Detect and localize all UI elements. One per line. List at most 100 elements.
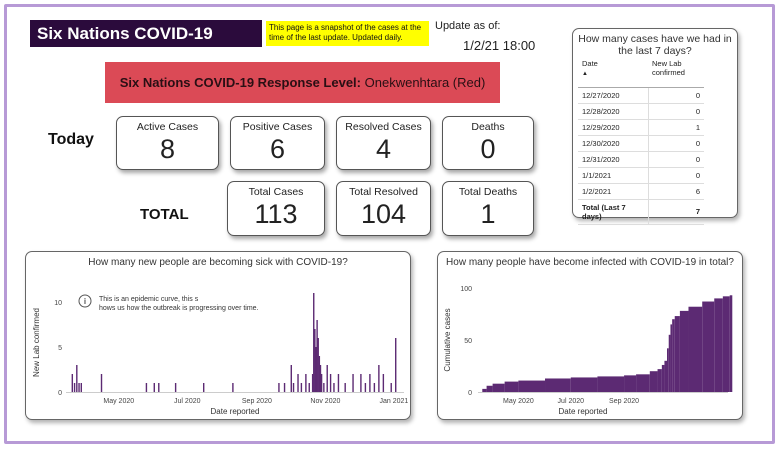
bar bbox=[320, 374, 323, 392]
card-label: Total Resolved bbox=[349, 186, 418, 198]
bar bbox=[714, 298, 723, 392]
x-tick-label: Jul 2020 bbox=[558, 398, 585, 405]
card-label: Positive Cases bbox=[242, 121, 313, 133]
total-label: TOTAL bbox=[140, 206, 189, 223]
bar bbox=[317, 338, 319, 392]
table-row: 12/29/2020 1 bbox=[578, 119, 704, 136]
active-cases-card: Active Cases 8 bbox=[116, 116, 219, 170]
card-value: 8 bbox=[159, 134, 176, 164]
bar bbox=[153, 383, 155, 392]
row-date: 12/28/2020 bbox=[578, 103, 648, 120]
bar bbox=[369, 374, 371, 392]
bar bbox=[100, 374, 103, 392]
row-cases: 0 bbox=[647, 135, 704, 152]
bar bbox=[688, 306, 703, 392]
last-7-days-title: How many cases have we had in the last 7… bbox=[578, 33, 732, 57]
table-row: 1/2/2021 6 bbox=[578, 183, 704, 200]
card-value: 4 bbox=[375, 134, 392, 164]
bar bbox=[352, 374, 354, 392]
dashboard-frame bbox=[4, 4, 775, 444]
x-tick-label: Jul 2020 bbox=[174, 398, 201, 405]
bar bbox=[373, 383, 376, 392]
bar bbox=[305, 374, 307, 392]
bar bbox=[722, 296, 730, 392]
x-tick-label: May 2020 bbox=[503, 398, 534, 405]
y-axis-label: Cumulative cases bbox=[443, 308, 452, 371]
epidemic-curve-chart: 0 5 10 May 2020 Jul 2020 Sep 2020 Nov 2020 Jan … bbox=[32, 293, 408, 416]
bar bbox=[667, 348, 669, 392]
bar bbox=[702, 301, 715, 392]
bar bbox=[73, 383, 76, 392]
row-date: 12/29/2020 bbox=[578, 119, 648, 136]
bar bbox=[174, 383, 177, 392]
bar bbox=[679, 310, 689, 392]
update-label: Update as of: bbox=[435, 20, 501, 32]
bar bbox=[504, 381, 519, 392]
response-level-banner: Six Nations COVID-19 Response Level: One… bbox=[105, 62, 500, 103]
snapshot-note: This page is a snapshot of the cases at … bbox=[266, 21, 429, 46]
bar bbox=[202, 383, 205, 392]
bar bbox=[315, 347, 317, 392]
bar bbox=[76, 365, 78, 392]
y-axis-label: New Lab confirmed bbox=[32, 308, 41, 377]
bar bbox=[300, 383, 303, 392]
x-tick-label: Jan 2021 bbox=[379, 398, 408, 405]
x-axis-label: Date reported bbox=[559, 407, 608, 416]
card-value: 1 bbox=[480, 199, 496, 229]
bar bbox=[319, 365, 322, 392]
y-tick-label: 0 bbox=[58, 390, 62, 397]
last-7-days-table: Date ▲ New Lab confirmed 12/27/2020 0 12/… bbox=[578, 57, 704, 225]
card-label: Total Cases bbox=[248, 186, 304, 198]
cases-column-header[interactable]: New Lab confirmed bbox=[648, 57, 704, 88]
row-cases: 0 bbox=[647, 151, 704, 168]
bar bbox=[649, 371, 658, 392]
bar bbox=[674, 316, 680, 392]
bar bbox=[729, 295, 733, 392]
bar bbox=[232, 383, 234, 392]
row-date: 12/27/2020 bbox=[578, 87, 648, 104]
y-tick-label: 50 bbox=[464, 338, 472, 345]
card-label: Active Cases bbox=[136, 121, 199, 133]
table-row: 12/27/2020 0 bbox=[578, 87, 704, 104]
row-cases: 0 bbox=[647, 167, 704, 184]
row-date: 12/30/2020 bbox=[578, 135, 648, 152]
row-cases: 1 bbox=[647, 119, 704, 136]
bar bbox=[482, 388, 487, 392]
row-date: 1/2/2021 bbox=[578, 183, 648, 200]
bar bbox=[333, 383, 335, 392]
bar bbox=[297, 374, 299, 392]
bar bbox=[518, 380, 546, 392]
epidemic-curve-title: How many new people are becoming sick wi… bbox=[88, 257, 348, 268]
card-value: 113 bbox=[254, 199, 298, 229]
sort-ascending-icon: ▲ bbox=[582, 71, 588, 77]
x-tick-label: Sep 2020 bbox=[242, 398, 272, 405]
row-date: 12/31/2020 bbox=[578, 151, 648, 168]
response-level-value: Onekwenhtara (Red) bbox=[364, 75, 486, 90]
bar bbox=[313, 293, 315, 392]
table-row: 12/28/2020 0 bbox=[578, 103, 704, 120]
bar bbox=[624, 375, 637, 392]
bar bbox=[329, 374, 332, 392]
bar bbox=[672, 319, 675, 392]
response-level-label: Six Nations COVID-19 Response Level: bbox=[119, 75, 361, 90]
x-tick-label: Nov 2020 bbox=[310, 398, 340, 405]
update-date: 1/2/21 18:00 bbox=[463, 38, 536, 53]
table-row: 1/1/2021 0 bbox=[578, 167, 704, 184]
card-value: 0 bbox=[480, 134, 496, 164]
bar bbox=[290, 365, 292, 392]
last-7-days-panel: How many cases have we had in the last 7… bbox=[572, 28, 738, 225]
bar bbox=[311, 374, 314, 392]
bar bbox=[314, 329, 316, 392]
total-value: 7 bbox=[647, 198, 704, 225]
annotation-line: hows us how the outbreak is progressing … bbox=[99, 305, 259, 312]
card-value: 6 bbox=[269, 134, 286, 164]
cumulative-cases-panel: How many people have become infected wit… bbox=[437, 251, 743, 420]
bar bbox=[657, 369, 662, 392]
bar bbox=[71, 374, 74, 392]
cumulative-cases-title: How many people have become infected wit… bbox=[446, 257, 734, 268]
bar bbox=[492, 383, 505, 392]
bar bbox=[670, 324, 673, 392]
table-row: 12/31/2020 0 bbox=[578, 151, 704, 168]
date-column-header[interactable]: Date ▲ bbox=[578, 57, 648, 88]
bar bbox=[278, 383, 280, 392]
